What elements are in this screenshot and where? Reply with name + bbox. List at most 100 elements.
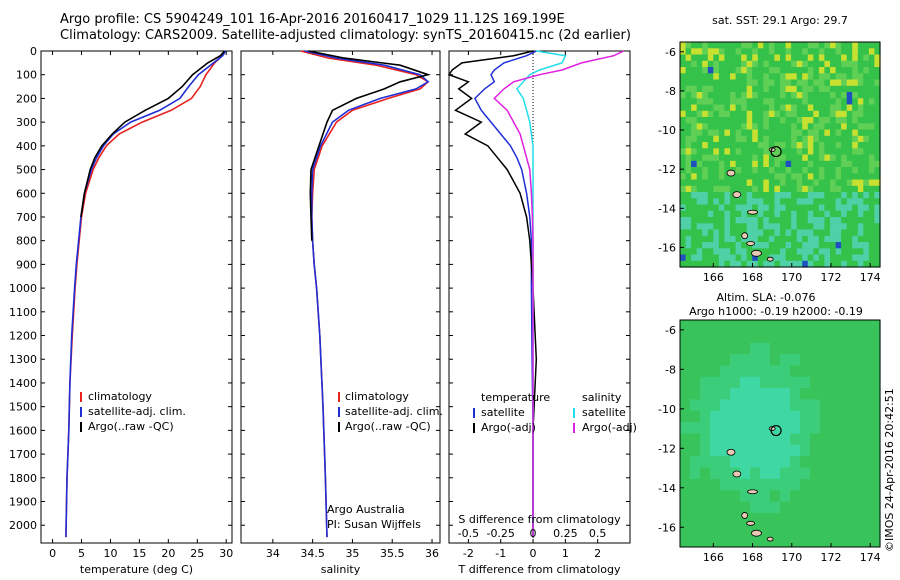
y-tick-label: 1400 xyxy=(9,377,37,390)
annotation-line: Argo Australia xyxy=(327,503,405,516)
y-tick-label: 1800 xyxy=(9,472,37,485)
y-tick-label: 600 xyxy=(16,187,37,200)
y-tick-label: 400 xyxy=(16,140,37,153)
x2-tick-label: -0.5 xyxy=(458,527,479,540)
map-title: Altim. SLA: -0.076 xyxy=(716,291,815,304)
island-shape xyxy=(746,241,755,246)
map-sst_map xyxy=(680,42,881,268)
island-shape xyxy=(747,489,758,495)
x-tick-label: 170 xyxy=(781,551,802,564)
salinity-series-2 xyxy=(308,50,431,241)
y-tick-label: -10 xyxy=(658,124,676,137)
x2-tick-label: 0.5 xyxy=(589,527,607,540)
y-tick-label: -14 xyxy=(658,202,676,215)
legend-label: climatology xyxy=(88,390,152,403)
x-tick-label: 2 xyxy=(594,547,601,560)
y-tick-label: -12 xyxy=(658,163,676,176)
x-tick-label: 35 xyxy=(345,547,359,560)
annotation-line: PI: Susan Wijffels xyxy=(327,518,421,531)
x-tick-label: 168 xyxy=(742,271,763,284)
y-tick-label: 500 xyxy=(16,164,37,177)
y-tick-label: 800 xyxy=(16,235,37,248)
x-axis-label: salinity xyxy=(321,563,361,576)
y-tick-label: 1300 xyxy=(9,353,37,366)
x-axis-label: temperature (deg C) xyxy=(80,563,193,576)
legend-label: satellite xyxy=(481,406,525,419)
x-tick-label: 20 xyxy=(161,547,175,560)
legend-label: satellite-adj. clim. xyxy=(345,405,443,418)
y-tick-label: 200 xyxy=(16,92,37,105)
island-shape xyxy=(766,536,774,542)
island-shape xyxy=(766,256,774,262)
x-tick-label: 174 xyxy=(860,271,881,284)
island-shape xyxy=(726,448,736,456)
x-tick-label: 172 xyxy=(820,271,841,284)
legend-label: satellite xyxy=(582,406,626,419)
y-tick-label: -8 xyxy=(665,363,676,376)
legend-label: satellite-adj. clim. xyxy=(88,405,186,418)
argo-position-marker xyxy=(770,145,782,158)
y-tick-label: 1500 xyxy=(9,401,37,414)
y-tick-label: 1200 xyxy=(9,330,37,343)
legend-label: Argo(-adj) xyxy=(582,421,637,434)
y-tick-label: 1700 xyxy=(9,448,37,461)
map-frame xyxy=(679,319,881,548)
y-tick-label: -16 xyxy=(658,521,676,534)
argo-position-marker xyxy=(770,424,782,437)
legend-title: salinity xyxy=(582,391,622,404)
legend-label: Argo(..raw -QC) xyxy=(345,420,431,433)
y-tick-label: 1600 xyxy=(9,424,37,437)
x-tick-label: 25 xyxy=(190,547,204,560)
y-tick-label: -8 xyxy=(665,85,676,98)
x-tick-label: 0 xyxy=(530,547,537,560)
x-tick-label: 170 xyxy=(781,271,802,284)
legend-label: Argo(..raw -QC) xyxy=(88,420,174,433)
y-tick-label: 900 xyxy=(16,258,37,271)
legend-label: Argo(-adj) xyxy=(481,421,536,434)
x-tick-label: -1 xyxy=(495,547,506,560)
x-tick-label: 30 xyxy=(219,547,233,560)
x-tick-label: 5 xyxy=(78,547,85,560)
y-tick-label: -10 xyxy=(658,403,676,416)
temperature-series-2 xyxy=(80,50,226,218)
x-tick-label: 168 xyxy=(742,551,763,564)
y-tick-label: 1900 xyxy=(9,496,37,509)
y-tick-label: 1100 xyxy=(9,306,37,319)
y-tick-label: 300 xyxy=(16,116,37,129)
x-tick-label: 1 xyxy=(562,547,569,560)
map-title: sat. SST: 29.1 Argo: 29.7 xyxy=(712,14,848,27)
island-shape xyxy=(746,520,755,526)
island-shape xyxy=(751,529,762,537)
y-tick-label: -12 xyxy=(658,442,676,455)
map-sla_map xyxy=(680,320,881,548)
x-tick-label: 166 xyxy=(703,551,724,564)
x2-axis-label: S difference from climatology xyxy=(458,513,621,526)
x-tick-label: 174 xyxy=(860,551,881,564)
x-axis-label: T difference from climatology xyxy=(458,563,621,576)
y-tick-label: 2000 xyxy=(9,519,37,532)
island-shape xyxy=(747,209,758,215)
y-tick-label: 0 xyxy=(30,45,37,58)
plot-frame-salinity xyxy=(240,50,441,544)
difference-series-1 xyxy=(447,50,538,538)
island-shape xyxy=(732,470,742,478)
map-title: Argo h1000: -0.19 h2000: -0.19 xyxy=(689,305,863,318)
y-tick-label: 700 xyxy=(16,211,37,224)
temperature-series-1 xyxy=(65,50,227,538)
x-tick-label: 172 xyxy=(820,551,841,564)
x-tick-label: 34 xyxy=(266,547,280,560)
x-tick-label: -2 xyxy=(463,547,474,560)
y-tick-label: -16 xyxy=(658,241,676,254)
x2-tick-label: 0.25 xyxy=(553,527,578,540)
y-tick-label: 100 xyxy=(16,69,37,82)
figure-title-line2: Climatology: CARS2009. Satellite-adjuste… xyxy=(60,28,631,43)
island-shape xyxy=(732,191,742,199)
y-tick-label: -14 xyxy=(658,482,676,495)
island-shape xyxy=(751,249,762,257)
legend-label: climatology xyxy=(345,390,409,403)
figure-title-line1: Argo profile: CS 5904249_101 16-Apr-2016… xyxy=(60,12,565,27)
plot-frame-temperature xyxy=(40,50,233,544)
x-tick-label: 34.5 xyxy=(300,547,325,560)
x2-tick-label: -0.25 xyxy=(486,527,514,540)
island-shape xyxy=(726,169,736,177)
